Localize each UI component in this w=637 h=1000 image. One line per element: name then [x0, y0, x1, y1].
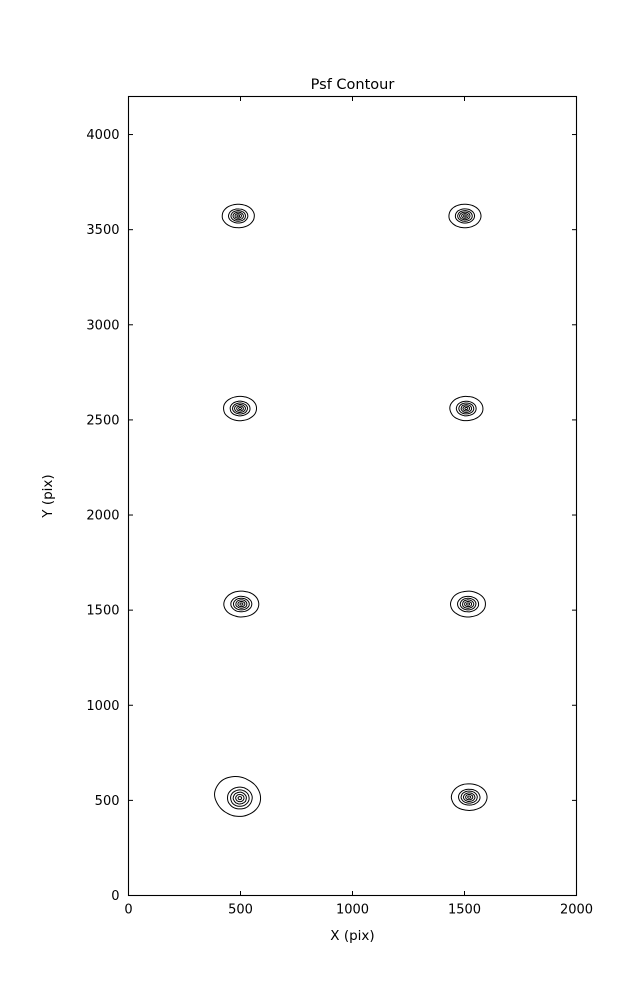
contour-group-psf-c1-r4	[221, 203, 255, 229]
contour-level-1	[230, 595, 253, 613]
x-tick-label: 500	[228, 903, 253, 918]
contour-level-4	[234, 213, 242, 219]
contour-level-2	[232, 402, 248, 415]
contour-level-4	[462, 405, 471, 412]
contour-level-5	[239, 602, 244, 606]
contour-level-5	[467, 795, 472, 799]
contour-group-psf-c2-r1	[450, 783, 488, 811]
x-axis-label: X (pix)	[330, 928, 374, 944]
contour-level-4	[461, 213, 469, 219]
contour-level-0	[450, 590, 486, 618]
contour-level-4	[235, 794, 245, 803]
y-tick-label: 3000	[86, 318, 119, 333]
x-tick-label: 1000	[336, 903, 369, 918]
contour-level-4	[465, 793, 474, 801]
contour-level-2	[459, 597, 477, 611]
contour-group-psf-c2-r4	[448, 203, 482, 229]
contour-level-2	[458, 402, 475, 415]
contour-level-3	[232, 211, 244, 221]
contour-level-4	[237, 600, 246, 608]
contour-level-3	[462, 599, 475, 609]
contour-level-0	[223, 590, 260, 618]
contour-level-1	[229, 400, 251, 417]
y-axis-ticks: 0 500 1000 1500 2000 2500 3000 3500 4000	[86, 128, 577, 904]
contour-level-2	[230, 789, 250, 807]
page-title: Psf Contour	[311, 77, 395, 93]
contour-level-3	[232, 791, 247, 805]
contour-level-3	[462, 792, 476, 802]
contour-group-psf-c1-r3	[223, 395, 258, 422]
contour-level-3	[459, 211, 471, 221]
contour-level-0	[450, 783, 488, 811]
y-axis-label: Y (pix)	[40, 474, 56, 518]
contour-level-0	[221, 203, 255, 229]
y-tick-label: 3500	[86, 223, 119, 238]
x-tick-label: 2000	[560, 903, 593, 918]
contour-level-5	[238, 406, 242, 411]
contour-level-5	[464, 406, 469, 411]
contour-level-4	[464, 600, 473, 608]
contour-group-psf-c1-r2	[223, 590, 260, 618]
contour-level-1	[454, 208, 476, 224]
contour-level-2	[232, 597, 250, 611]
x-tick-label: 0	[124, 903, 132, 918]
x-tick-label: 1500	[448, 903, 481, 918]
y-tick-label: 2500	[86, 413, 119, 428]
contour-level-0	[214, 775, 262, 817]
contour-level-5	[236, 214, 241, 218]
contour-level-5	[463, 214, 467, 218]
contour-level-0	[449, 395, 484, 422]
contour-level-0	[448, 203, 482, 229]
contour-level-5	[237, 796, 243, 801]
y-tick-label: 500	[95, 794, 120, 809]
contour-group-psf-c2-r3	[449, 395, 484, 422]
contour-group-psf-c1-r1	[214, 775, 262, 817]
contour-level-0	[223, 395, 258, 422]
y-tick-label: 0	[111, 889, 119, 904]
y-tick-label: 4000	[86, 128, 119, 143]
contour-level-1	[227, 786, 253, 810]
y-tick-label: 1500	[86, 604, 119, 619]
contour-level-5	[466, 602, 471, 606]
contour-level-3	[235, 599, 248, 609]
contour-level-3	[460, 404, 473, 413]
x-axis-ticks: 0 500 1000 1500 2000	[124, 96, 593, 918]
contour-level-2	[457, 210, 473, 222]
contour-level-2	[460, 790, 478, 804]
contour-level-4	[236, 405, 244, 412]
contour-level-1	[228, 208, 249, 224]
contour-layer	[214, 203, 488, 817]
contour-group-psf-c2-r2	[450, 590, 486, 618]
contour-level-1	[457, 595, 480, 613]
y-tick-label: 1000	[86, 699, 119, 714]
contour-level-1	[458, 788, 481, 806]
contour-level-1	[455, 400, 477, 417]
contour-level-3	[234, 403, 246, 413]
contour-level-2	[230, 210, 246, 222]
y-tick-label: 2000	[86, 509, 119, 524]
